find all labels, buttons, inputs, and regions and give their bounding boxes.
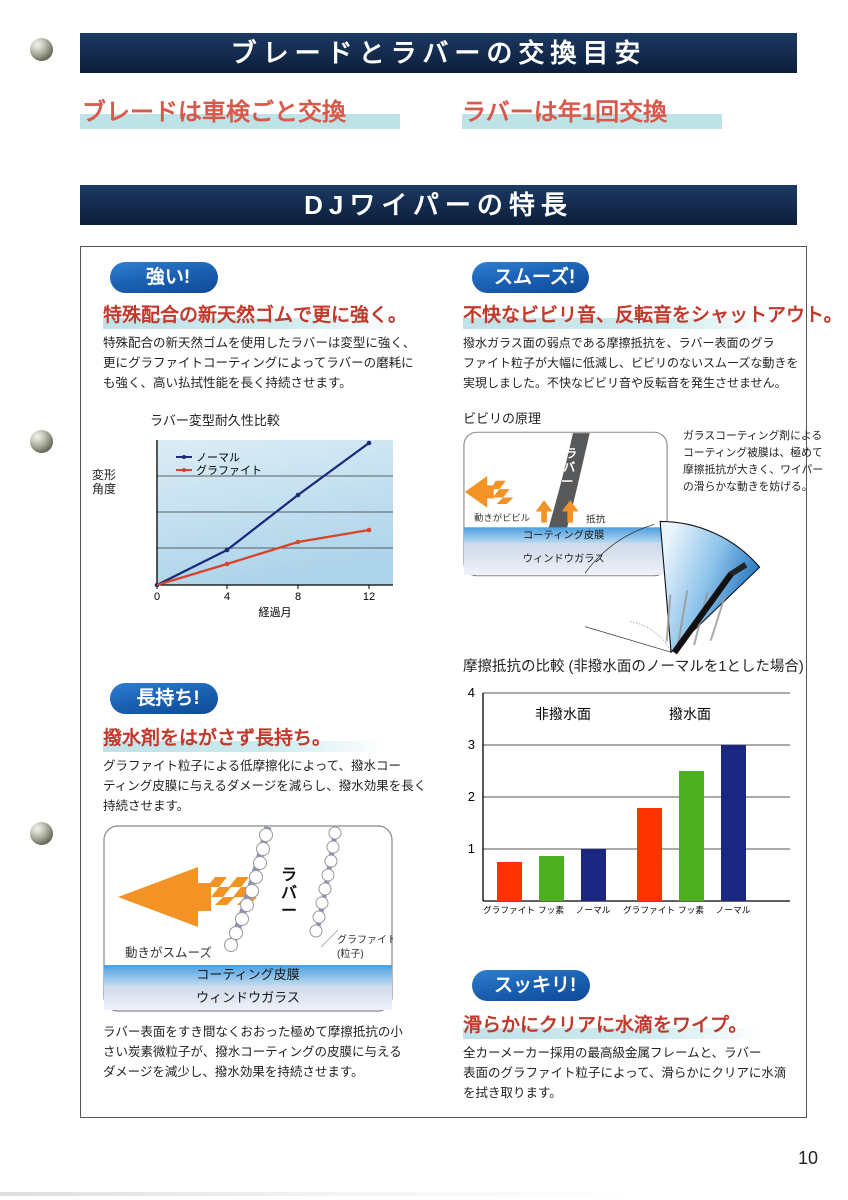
svg-text:経過月: 経過月 <box>259 606 292 619</box>
svg-text:撥水面: 撥水面 <box>669 706 711 722</box>
svg-text:グラファイト: グラファイト <box>196 463 262 477</box>
svg-text:グラファイト: グラファイト <box>483 904 535 915</box>
svg-text:ノーマル: ノーマル <box>716 905 751 915</box>
svg-text:ー: ー <box>281 903 297 920</box>
svg-text:フッ素: フッ素 <box>678 904 704 915</box>
svg-text:8: 8 <box>295 591 301 603</box>
svg-text:ノーマル: ノーマル <box>196 452 240 464</box>
svg-text:(粒子): (粒子) <box>337 947 364 960</box>
svg-text:1: 1 <box>468 841 475 856</box>
svg-text:グラファイト: グラファイト <box>337 933 393 946</box>
svg-text:2: 2 <box>468 789 475 804</box>
svg-text:4: 4 <box>468 685 475 700</box>
svg-text:ラ: ラ <box>281 867 297 884</box>
svg-text:バ: バ <box>281 884 297 902</box>
svg-text:12: 12 <box>363 591 375 603</box>
svg-text:ラ: ラ <box>565 446 577 460</box>
svg-text:非撥水面: 非撥水面 <box>535 706 591 722</box>
svg-text:ノーマル: ノーマル <box>576 905 611 915</box>
svg-text:動きがビビル: 動きがビビル <box>474 512 530 523</box>
svg-text:4: 4 <box>224 591 230 603</box>
svg-text:ウィンドウガラス: ウィンドウガラス <box>196 990 300 1005</box>
svg-text:0: 0 <box>154 591 160 603</box>
svg-text:グラファイト: グラファイト <box>623 904 675 915</box>
svg-text:コーティング皮膜: コーティング皮膜 <box>196 967 299 982</box>
svg-text:フッ素: フッ素 <box>538 904 564 915</box>
svg-text:ー: ー <box>561 474 573 488</box>
svg-text:3: 3 <box>468 737 475 752</box>
svg-text:バ: バ <box>563 460 575 474</box>
svg-text:動きがスムーズ: 動きがスムーズ <box>125 945 212 960</box>
